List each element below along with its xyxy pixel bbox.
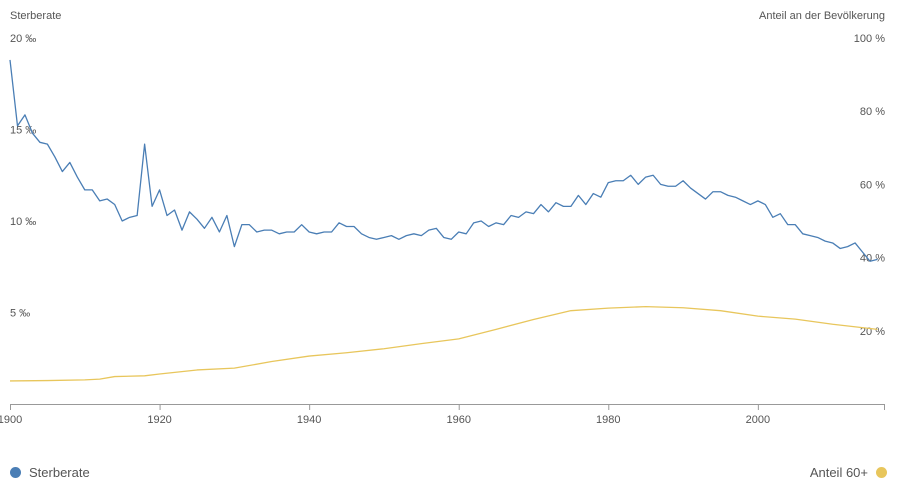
right-axis-title: Anteil an der Bevölkerung — [759, 10, 885, 22]
death-rate-line — [9, 59, 878, 262]
left-axis-ticks: 5 ‰ 10 ‰ 15 ‰ 20 ‰ — [10, 33, 36, 320]
right-tick-label: 80 % — [860, 106, 885, 118]
series-layer — [9, 59, 878, 382]
legend-share-60: Anteil 60+ — [810, 465, 887, 480]
legend-share-60-label: Anteil 60+ — [809, 465, 868, 480]
legend-death-rate-label: Sterberate — [29, 465, 90, 480]
right-tick-label: 20 % — [860, 326, 885, 338]
left-tick-label: 10 ‰ — [10, 216, 36, 228]
x-tick-label: 1980 — [596, 414, 620, 426]
right-tick-label: 100 % — [854, 33, 885, 45]
x-tick-label: 2000 — [746, 414, 770, 426]
left-tick-label: 20 ‰ — [10, 33, 36, 45]
x-tick-label: 1900 — [0, 414, 22, 426]
x-tick-label: 1920 — [147, 414, 171, 426]
x-axis: 1900 1920 1940 1960 1980 2000 — [0, 404, 885, 426]
x-tick-label: 1960 — [446, 414, 470, 426]
left-tick-label: 15 ‰ — [10, 125, 36, 137]
right-tick-label: 60 % — [860, 179, 885, 191]
legend-death-rate-marker — [10, 467, 21, 478]
left-axis-title: Sterberate — [10, 10, 61, 22]
x-tick-label: 1940 — [297, 414, 321, 426]
right-axis-ticks: 20 %40 %60 %80 %100 % — [854, 33, 885, 338]
legend-share-60-marker — [876, 467, 887, 478]
left-tick-label: 5 ‰ — [10, 308, 30, 320]
legend-death-rate: Sterberate — [10, 465, 90, 480]
share-60-line — [9, 305, 878, 382]
